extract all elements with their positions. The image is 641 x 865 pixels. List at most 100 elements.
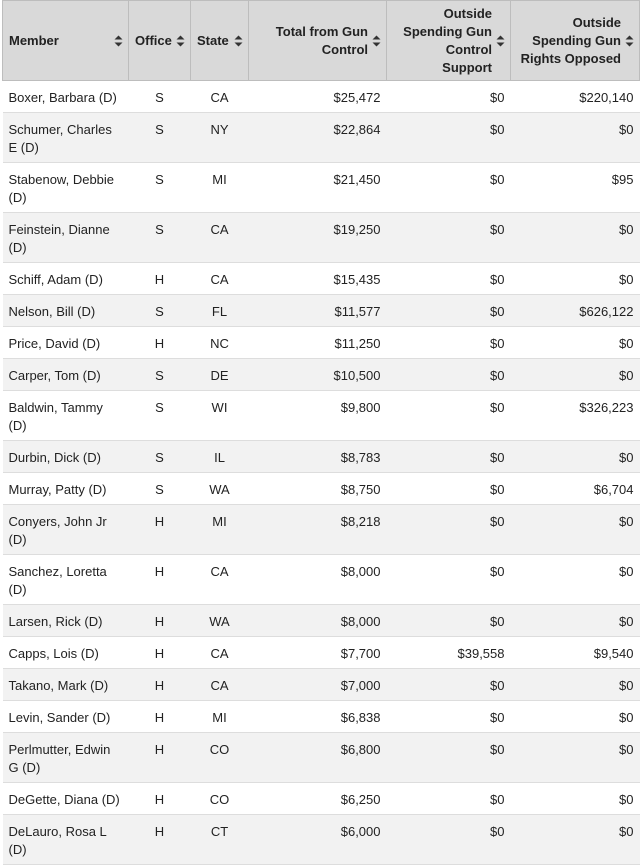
outside-opposed-cell: $0 <box>510 782 640 815</box>
office-cell: S <box>128 162 191 213</box>
table-row: Baldwin, Tammy (D) S WI $9,800 $0 $326,223 <box>2 390 640 441</box>
total-gun-control-cell: $8,783 <box>248 440 387 473</box>
office-cell: S <box>128 358 191 391</box>
outside-opposed-cell: $0 <box>510 212 640 263</box>
total-gun-control-cell: $21,450 <box>248 162 387 213</box>
column-header-support[interactable]: Outside Spending Gun Control Support <box>386 0 511 81</box>
table-row: Takano, Mark (D) H CA $7,000 $0 $0 <box>2 668 640 701</box>
outside-opposed-cell: $0 <box>510 440 640 473</box>
outside-opposed-cell: $0 <box>510 358 640 391</box>
sort-up-down-icon[interactable] <box>176 34 185 48</box>
outside-opposed-cell: $0 <box>510 604 640 637</box>
column-header-label: Member <box>9 32 59 48</box>
table-row: DeGette, Diana (D) H CO $6,250 $0 $0 <box>2 782 640 815</box>
table-row: Stabenow, Debbie (D) S MI $21,450 $0 $95 <box>2 162 640 213</box>
sort-up-down-icon[interactable] <box>372 34 381 48</box>
state-cell: CA <box>190 262 249 295</box>
total-gun-control-cell: $22,864 <box>248 112 387 163</box>
table-row: Levin, Sander (D) H MI $6,838 $0 $0 <box>2 700 640 733</box>
outside-opposed-cell: $0 <box>510 814 640 865</box>
state-cell: WI <box>190 390 249 441</box>
member-name-cell: Price, David (D) <box>2 326 129 359</box>
office-cell: S <box>128 390 191 441</box>
total-gun-control-cell: $11,577 <box>248 294 387 327</box>
office-cell: H <box>128 262 191 295</box>
column-header-total[interactable]: Total from Gun Control <box>248 0 387 81</box>
table-row: DeLauro, Rosa L (D) H CT $6,000 $0 $0 <box>2 814 640 865</box>
outside-opposed-cell: $95 <box>510 162 640 213</box>
column-header-label: Outside Spending Gun Rights Opposed <box>520 14 621 66</box>
header-row: Member Office State Total from Gun Control O… <box>2 0 640 81</box>
member-name-cell: Carper, Tom (D) <box>2 358 129 391</box>
state-cell: IL <box>190 440 249 473</box>
table-row: Feinstein, Dianne (D) S CA $19,250 $0 $0 <box>2 212 640 263</box>
column-header-member[interactable]: Member <box>2 0 129 81</box>
outside-support-cell: $0 <box>386 668 511 701</box>
state-cell: WA <box>190 472 249 505</box>
outside-support-cell: $0 <box>386 440 511 473</box>
office-cell: H <box>128 604 191 637</box>
outside-opposed-cell: $6,704 <box>510 472 640 505</box>
member-name-cell: Durbin, Dick (D) <box>2 440 129 473</box>
office-cell: S <box>128 294 191 327</box>
office-cell: H <box>128 814 191 865</box>
column-header-state[interactable]: State <box>190 0 249 81</box>
office-cell: H <box>128 636 191 669</box>
office-cell: H <box>128 326 191 359</box>
outside-support-cell: $0 <box>386 390 511 441</box>
total-gun-control-cell: $9,800 <box>248 390 387 441</box>
outside-support-cell: $0 <box>386 700 511 733</box>
outside-opposed-cell: $0 <box>510 262 640 295</box>
member-name-cell: Murray, Patty (D) <box>2 472 129 505</box>
column-header-label: Total from Gun Control <box>275 23 368 57</box>
table-row: Murray, Patty (D) S WA $8,750 $0 $6,704 <box>2 472 640 505</box>
outside-support-cell: $0 <box>386 326 511 359</box>
column-header-label: State <box>197 32 229 48</box>
state-cell: NY <box>190 112 249 163</box>
member-name-cell: Baldwin, Tammy (D) <box>2 390 129 441</box>
total-gun-control-cell: $19,250 <box>248 212 387 263</box>
office-cell: H <box>128 782 191 815</box>
office-cell: S <box>128 440 191 473</box>
total-gun-control-cell: $15,435 <box>248 262 387 295</box>
column-header-office[interactable]: Office <box>128 0 191 81</box>
sort-up-down-icon[interactable] <box>496 34 505 48</box>
sort-up-down-icon[interactable] <box>234 34 243 48</box>
state-cell: NC <box>190 326 249 359</box>
member-name-cell: Feinstein, Dianne (D) <box>2 212 129 263</box>
office-cell: H <box>128 504 191 555</box>
total-gun-control-cell: $8,750 <box>248 472 387 505</box>
outside-support-cell: $39,558 <box>386 636 511 669</box>
table-row: Larsen, Rick (D) H WA $8,000 $0 $0 <box>2 604 640 637</box>
total-gun-control-cell: $7,700 <box>248 636 387 669</box>
office-cell: S <box>128 112 191 163</box>
column-header-opposed[interactable]: Outside Spending Gun Rights Opposed <box>510 0 640 81</box>
member-name-cell: Capps, Lois (D) <box>2 636 129 669</box>
outside-support-cell: $0 <box>386 212 511 263</box>
total-gun-control-cell: $6,838 <box>248 700 387 733</box>
office-cell: S <box>128 80 191 113</box>
office-cell: H <box>128 554 191 605</box>
outside-support-cell: $0 <box>386 358 511 391</box>
outside-opposed-cell: $626,122 <box>510 294 640 327</box>
outside-opposed-cell: $0 <box>510 504 640 555</box>
outside-support-cell: $0 <box>386 80 511 113</box>
sort-up-down-icon[interactable] <box>114 34 123 48</box>
member-name-cell: DeLauro, Rosa L (D) <box>2 814 129 865</box>
outside-opposed-cell: $9,540 <box>510 636 640 669</box>
member-name-cell: Schiff, Adam (D) <box>2 262 129 295</box>
outside-support-cell: $0 <box>386 732 511 783</box>
outside-opposed-cell: $326,223 <box>510 390 640 441</box>
table-header: Member Office State Total from Gun Control O… <box>2 0 640 81</box>
sort-up-down-icon[interactable] <box>625 34 634 48</box>
office-cell: S <box>128 472 191 505</box>
table-row: Price, David (D) H NC $11,250 $0 $0 <box>2 326 640 359</box>
outside-support-cell: $0 <box>386 782 511 815</box>
state-cell: MI <box>190 162 249 213</box>
outside-support-cell: $0 <box>386 504 511 555</box>
outside-support-cell: $0 <box>386 294 511 327</box>
office-cell: H <box>128 700 191 733</box>
member-name-cell: Stabenow, Debbie (D) <box>2 162 129 213</box>
state-cell: CA <box>190 668 249 701</box>
